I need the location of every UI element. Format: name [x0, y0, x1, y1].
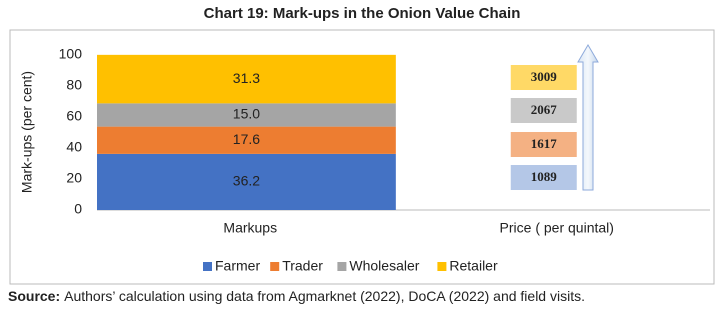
- y-tick-label: 100: [59, 46, 83, 62]
- price-label: 1089: [531, 169, 558, 184]
- bar-segment: [97, 54, 396, 104]
- price-box: [510, 65, 577, 90]
- legend-swatch: [437, 262, 447, 271]
- price-box: [510, 165, 577, 190]
- y-tick-label: 80: [66, 77, 82, 93]
- x-tick-label: Price ( per quintal): [500, 220, 614, 236]
- value-label: 36.2: [233, 173, 260, 189]
- chart-frame: [9, 29, 715, 285]
- price-arrow: [577, 44, 599, 191]
- bar-segment: [97, 103, 396, 127]
- price-label: 3009: [531, 69, 558, 84]
- y-tick-label: 60: [66, 108, 82, 124]
- source-note: Source: Authors’ calculation using data f…: [8, 288, 585, 304]
- legend: Farmer Trader Wholesaler Retailer: [203, 258, 498, 274]
- legend-label: Farmer: [215, 258, 260, 274]
- source-text: Authors’ calculation using data from Agm…: [64, 288, 585, 304]
- y-axis-label: Mark-ups (per cent): [19, 71, 35, 193]
- y-tick-label: 40: [66, 139, 82, 155]
- bar-segment: [97, 126, 396, 154]
- price-box: [510, 98, 577, 123]
- value-label: 15.0: [233, 106, 260, 122]
- x-tick-label: Markups: [223, 220, 277, 236]
- price-label: 1617: [531, 136, 558, 151]
- legend-swatch: [270, 262, 280, 271]
- price-box: [510, 132, 577, 157]
- chart-title: Chart 19: Mark-ups in the Onion Value Ch…: [204, 5, 521, 22]
- legend-label: Wholesaler: [349, 258, 419, 274]
- source-label: Source:: [8, 288, 60, 304]
- legend-swatch: [337, 262, 347, 271]
- value-label: 17.6: [233, 131, 260, 147]
- legend-label: Trader: [282, 258, 323, 274]
- legend-label: Retailer: [449, 258, 498, 274]
- value-label: 31.3: [233, 70, 260, 86]
- price-label: 2067: [531, 102, 558, 117]
- y-tick-label: 20: [66, 170, 82, 186]
- y-tick-label: 0: [74, 201, 82, 217]
- legend-swatch: [203, 262, 212, 271]
- bar-segment: [97, 153, 396, 210]
